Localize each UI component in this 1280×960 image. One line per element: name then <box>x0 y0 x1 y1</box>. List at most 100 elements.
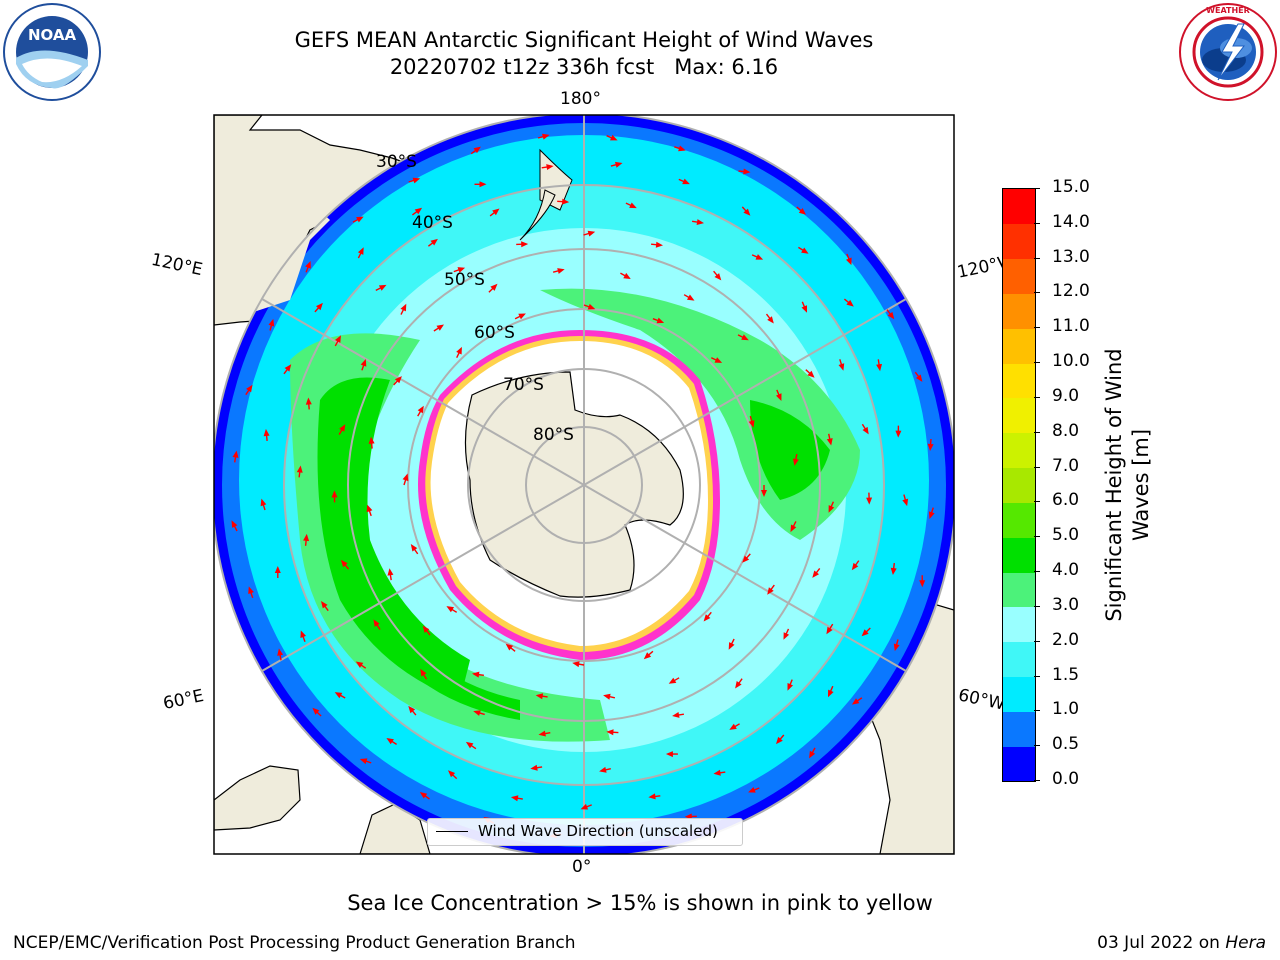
wind-wave-arrow-head <box>505 643 514 651</box>
colorbar-tick <box>1034 675 1040 677</box>
wind-wave-arrow-head <box>655 241 663 248</box>
graticule <box>214 115 954 854</box>
wind-wave-arrow-head <box>360 359 367 367</box>
wind-wave-arrow-head <box>296 465 303 473</box>
colorbar-tick-label: 6.0 <box>1052 490 1080 511</box>
wind-wave-arrow-head <box>741 334 749 341</box>
wind-wave-arrow-head <box>465 741 474 749</box>
lat-label-30s: 30°S <box>376 152 417 172</box>
wind-wave-arrow-head <box>767 587 774 595</box>
colorbar-tick-label: 13.0 <box>1052 246 1090 267</box>
wind-wave-arrow-head <box>928 511 935 519</box>
wind-wave-arrow-head <box>321 601 328 609</box>
wind-wave-arrow-head <box>776 393 782 401</box>
wind-wave-arrow-head <box>919 580 926 588</box>
wind-wave-arrow-head <box>927 443 934 451</box>
sea-ice-note: Sea Ice Concentration > 15% is shown in … <box>347 891 933 915</box>
wind-wave-arrow-head <box>457 267 466 273</box>
wind-wave-arrow-head <box>743 168 751 175</box>
colorbar-tick <box>1034 571 1040 573</box>
wind-wave-arrow-head <box>890 567 897 575</box>
wind-wave-arrow-head <box>335 335 341 343</box>
wind-wave-arrow-head <box>728 642 735 650</box>
wind-wave-arrow-head <box>851 562 859 571</box>
legend-line-icon <box>436 831 468 832</box>
wind-wave-arrow-head <box>356 216 364 223</box>
colorbar-tick-label: 8.0 <box>1052 420 1080 441</box>
colorbar-tick <box>1034 466 1040 468</box>
wind-wave-arrow-head <box>542 133 550 140</box>
wind-wave-arrow-head <box>231 520 238 528</box>
wind-wave-arrow-head <box>414 207 423 215</box>
colorbar-segment <box>1003 606 1035 643</box>
wind-wave-arrow-head <box>479 181 487 188</box>
wind-wave-arrow-head <box>538 730 546 737</box>
wind-wave-arrow-head <box>787 683 793 691</box>
wind-wave-arrow-head <box>246 384 253 393</box>
colorbar-segment <box>1003 641 1035 678</box>
wind-wave-arrow-head <box>742 555 750 563</box>
wind-wave-arrow-head <box>672 712 680 718</box>
wind-wave-arrow-head <box>572 661 580 668</box>
wind-wave-arrow-head <box>748 420 755 428</box>
colorbar-segment <box>1003 502 1035 538</box>
colorbar-tick-label: 0.0 <box>1052 769 1080 789</box>
wind-wave-arrow-head <box>587 303 596 310</box>
wind-wave-arrow-head <box>861 629 869 637</box>
wind-wave-arrow-head <box>801 305 807 313</box>
wind-wave-arrow-head <box>410 544 418 552</box>
colorbar-segment <box>1003 328 1035 364</box>
wind-wave-arrow-head <box>714 357 723 363</box>
wind-wave-arrow-head <box>735 681 742 689</box>
wind-wave-arrow-head <box>472 671 480 678</box>
lat-label-50s: 50°S <box>444 270 485 290</box>
wind-wave-arrow-head <box>648 793 656 800</box>
wind-wave-arrow-head <box>851 698 860 705</box>
wind-wave-arrow-head <box>826 626 833 635</box>
wind-wave-arrow-head <box>828 689 834 698</box>
colorbar-tick-label: 0.5 <box>1052 734 1080 755</box>
colorbar-tick-label: 7.0 <box>1052 455 1080 476</box>
wind-wave-arrow-head <box>355 661 364 668</box>
colorbar-tick-label: 15.0 <box>1052 177 1090 197</box>
wind-wave-arrow-head <box>535 693 544 700</box>
colorbar-tick <box>1034 327 1040 329</box>
colorbar-tick-label: 1.5 <box>1052 664 1080 685</box>
wind-wave-arrow-head <box>357 247 364 255</box>
wind-wave-arrows <box>231 133 935 839</box>
colorbar-tick <box>1034 396 1040 398</box>
wind-wave-arrow-head <box>248 586 254 594</box>
wind-wave-arrow-head <box>334 692 343 699</box>
colorbar-tick <box>1034 640 1040 642</box>
colorbar-tick-label: 5.0 <box>1052 525 1080 546</box>
noaa-logo-text: NOAA <box>28 26 77 44</box>
wind-wave-arrow-head <box>408 705 416 714</box>
footer-date: 03 Jul 2022 on Hera <box>1097 933 1266 953</box>
wind-wave-arrow-head <box>767 316 774 324</box>
wind-wave-arrow-head <box>378 284 387 291</box>
wind-wave-arrow-head <box>387 568 394 576</box>
wind-wave-arrow-head <box>610 134 618 141</box>
wind-wave-arrow-head <box>801 247 809 254</box>
wind-wave-arrow-head <box>546 164 554 170</box>
wind-wave-arrow-head <box>274 566 281 573</box>
wind-wave-arrow-head <box>643 652 652 660</box>
wind-wave-arrow-head <box>714 273 722 281</box>
wind-wave-arrow-head <box>402 473 409 482</box>
wind-wave-arrow-head <box>895 430 902 438</box>
colorbar-segment <box>1003 397 1035 434</box>
colorbar-segment <box>1003 467 1035 503</box>
colorbar-title-line1: Significant Height of Wind <box>1102 348 1126 622</box>
wind-wave-arrow-head <box>340 559 348 568</box>
wind-wave-arrow-head <box>490 283 498 291</box>
wind-wave-arrow-head <box>828 505 835 513</box>
wind-wave-arrow-head <box>312 707 320 715</box>
wind-wave-arrow-head <box>826 438 833 446</box>
wind-wave-arrow-head <box>665 751 673 758</box>
wind-wave-arrow-head <box>615 161 623 168</box>
wind-wave-arrow-head <box>876 363 882 372</box>
colorbar <box>1002 188 1036 782</box>
colorbar-segment <box>1003 223 1035 260</box>
wind-wave-arrow-head <box>743 208 751 216</box>
wind-wave-arrow-head <box>300 630 306 638</box>
